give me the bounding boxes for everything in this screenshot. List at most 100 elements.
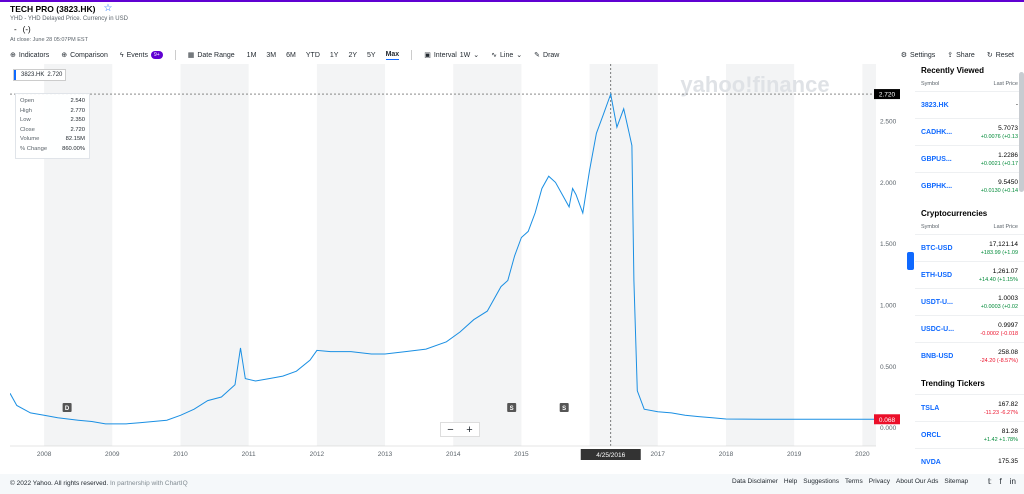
footer-link[interactable]: About Our Ads: [896, 478, 939, 485]
events-button[interactable]: ϟ Events 9+: [120, 51, 163, 59]
ticker-row[interactable]: USDT-U... 1.0003 +0.0003 (+0.02: [915, 288, 1024, 315]
ticker-symbol[interactable]: USDC-U...: [921, 325, 955, 333]
range-6m[interactable]: 6M: [286, 51, 296, 59]
ticker-row[interactable]: 3823.HK -: [915, 91, 1024, 118]
ticker-price: 81.28: [1001, 427, 1018, 435]
ticker-row[interactable]: GBPUS... 1.2286 +0.0021 (+0.17: [915, 145, 1024, 172]
interval-button[interactable]: ▣ Interval 1W ⌄: [424, 51, 479, 60]
y-tick-label: 1.500: [880, 241, 897, 248]
panel-scrollbar[interactable]: [1019, 72, 1024, 192]
ticker-row[interactable]: GBPHK... 9.5450 +0.0130 (+0.14: [915, 172, 1024, 199]
facebook-icon[interactable]: f: [999, 477, 1002, 486]
ohlc-value: 82.15M: [65, 136, 85, 143]
ticker-row[interactable]: CADHK... 5.7073 +0.0076 (+0.13: [915, 118, 1024, 145]
ticker-row[interactable]: TSLA 167.82 -11.23 -6.27%: [915, 394, 1024, 421]
plus-circle-icon: ⊕: [10, 52, 16, 59]
range-1m[interactable]: 1M: [246, 51, 257, 59]
ticker-row[interactable]: ORCL 81.28 +1.42 +1.78%: [915, 421, 1024, 448]
x-tick-label: 2012: [310, 451, 325, 458]
ticker-symbol[interactable]: NVDA: [921, 458, 941, 466]
range-1y[interactable]: 1Y: [329, 51, 339, 59]
collapse-panel-handle[interactable]: [907, 252, 914, 270]
footer-link[interactable]: Terms: [845, 478, 863, 485]
ticker-price: 0.9997: [998, 321, 1018, 329]
events-label: Events: [126, 51, 148, 59]
date-range-button[interactable]: ▦ Date Range: [188, 51, 235, 60]
share-label: Share: [956, 51, 975, 59]
zoom-out-button[interactable]: −: [447, 423, 454, 436]
reset-icon: ↻: [986, 52, 993, 59]
ticker-symbol[interactable]: GBPUS...: [921, 155, 952, 163]
range-3m[interactable]: 3M: [266, 51, 277, 59]
year-band: [180, 64, 249, 446]
ticker-symbol[interactable]: 3823.HK: [921, 101, 949, 109]
crypto-header: Symbol Last Price: [915, 224, 1024, 234]
range-max[interactable]: Max: [385, 50, 400, 60]
watchlist-star-icon[interactable]: ☆: [103, 3, 113, 14]
ticker-row[interactable]: USDC-U... 0.9997 -0.0002 (-0.018: [915, 315, 1024, 342]
footer-link[interactable]: Data Disclaimer: [732, 478, 778, 485]
series-value: 2.720: [47, 72, 63, 78]
x-tick-label: 2015: [514, 451, 529, 458]
ticker-symbol[interactable]: BNB-USD: [921, 352, 954, 360]
linkedin-icon[interactable]: in: [1009, 477, 1016, 486]
share-button[interactable]: ⇪ Share: [947, 51, 975, 60]
footer-links: Data Disclaimer Help Suggestions Terms P…: [732, 478, 968, 485]
range-5y[interactable]: 5Y: [367, 51, 376, 59]
gear-icon: ⚙: [900, 52, 907, 59]
ticker-values: 81.28 +1.42 +1.78%: [984, 428, 1018, 443]
series-color-bar: [14, 70, 16, 80]
lightning-icon: ϟ: [119, 51, 124, 59]
crypto-list: BTC-USD 17,121.14 +183.99 (+1.09 ETH-USD 1,2…: [915, 234, 1024, 369]
range-2y[interactable]: 2Y: [348, 51, 357, 59]
footer: © 2022 Yahoo. All rights reserved. In pa…: [0, 474, 1024, 494]
ticker-values: 258.08 -24.20 (-8.57%): [980, 349, 1018, 364]
recently-viewed-list: 3823.HK - CADHK... 5.7073 +0.0076 (+0.13 GBPU…: [915, 91, 1024, 199]
ticker-row[interactable]: ETH-USD 1,261.07 +14.40 (+1.15%: [915, 261, 1024, 288]
indicators-button[interactable]: ⊕ Indicators: [10, 51, 49, 60]
ticker-row[interactable]: BTC-USD 17,121.14 +183.99 (+1.09: [915, 234, 1024, 261]
draw-button[interactable]: ✎ Draw: [534, 51, 559, 60]
ticker-symbol[interactable]: CADHK...: [921, 128, 953, 136]
price-line: [9, 92, 876, 425]
ticker-symbol[interactable]: TSLA: [921, 404, 940, 412]
reset-button[interactable]: ↻ Reset: [986, 51, 1014, 60]
ohlc-row-change: % Change 860.00%: [20, 145, 85, 155]
settings-button[interactable]: ⚙ Settings: [900, 51, 936, 60]
ticker-symbol[interactable]: ETH-USD: [921, 271, 953, 279]
col-last-price: Last Price: [993, 224, 1018, 230]
current-price-text: 2.720: [879, 92, 896, 99]
chart-svg[interactable]: yahoo!finance D S S 0.000 0.500 1.000 1.500 2.…: [9, 64, 904, 462]
twitter-icon[interactable]: 𝕥: [987, 477, 992, 486]
copyright-text: © 2022 Yahoo. All rights reserved.: [10, 480, 109, 487]
ticker-symbol[interactable]: USDT-U...: [921, 298, 953, 306]
event-marker-label: S: [562, 406, 566, 412]
ticker-price: 1.0003: [998, 294, 1018, 302]
price-chart[interactable]: yahoo!finance D S S 0.000 0.500 1.000 1.500 2.…: [9, 64, 904, 462]
footer-link[interactable]: Privacy: [868, 478, 891, 485]
ticker-symbol[interactable]: ORCL: [921, 431, 941, 439]
line-type-button[interactable]: ∿ Line ⌄: [491, 51, 522, 60]
ticker-row[interactable]: BNB-USD 258.08 -24.20 (-8.57%): [915, 342, 1024, 369]
ticker-change: +0.0076 (+0.13: [980, 133, 1018, 140]
footer-link[interactable]: Suggestions: [803, 478, 840, 485]
ticker-symbol[interactable]: GBPHK...: [921, 182, 953, 190]
interval-label: Interval: [433, 51, 457, 59]
ticker-row[interactable]: NVDA 175.35: [915, 448, 1024, 474]
right-panel: Recently Viewed Symbol Last Price 3823.H…: [915, 62, 1024, 474]
footer-link[interactable]: Help: [783, 478, 798, 485]
ticker-price: 5.7073: [998, 124, 1018, 132]
pencil-icon: ✎: [534, 52, 541, 59]
ticker-change: +183.99 (+1.09: [980, 249, 1018, 256]
zoom-in-button[interactable]: +: [466, 423, 473, 436]
ohlc-tooltip: Open 2.540 High 2.770 Low 2.350 Close 2.720 …: [15, 93, 90, 159]
ohlc-label: High: [20, 107, 32, 114]
footer-link[interactable]: Sitemap: [944, 478, 969, 485]
x-tick-label: 2019: [787, 451, 802, 458]
y-tick-label: 0.000: [880, 425, 897, 432]
ticker-values: 0.9997 -0.0002 (-0.018: [980, 322, 1018, 337]
series-ticker: 3823.HK: [21, 72, 45, 78]
comparison-button[interactable]: ⊕ Comparison: [61, 51, 108, 60]
ticker-symbol[interactable]: BTC-USD: [921, 244, 953, 252]
range-ytd[interactable]: YTD: [305, 51, 320, 59]
